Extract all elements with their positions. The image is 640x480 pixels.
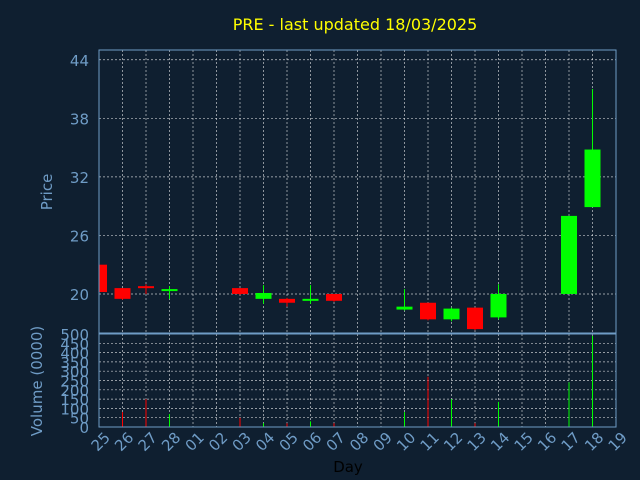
candle-body <box>138 286 154 289</box>
volume-bars <box>122 335 593 427</box>
price-panel-frame <box>98 49 617 334</box>
candle-body <box>584 149 601 208</box>
price-tick-label: 38 <box>70 110 89 128</box>
candle-body <box>396 306 413 310</box>
volume-tick-label: 500 <box>60 326 89 344</box>
volume-axis-label: Volume (0000) <box>28 326 46 436</box>
day-tick-labels: 2526272801020304050607080910111213141516… <box>88 429 631 455</box>
volume-tick-label: 50 <box>70 410 89 428</box>
candle-body <box>99 264 107 293</box>
price-tick-label: 20 <box>70 286 89 304</box>
candle-body <box>326 293 342 301</box>
price-tick-labels: 20 26 32 38 44 <box>70 52 89 304</box>
candle-body <box>161 289 178 292</box>
candle-body <box>232 288 248 294</box>
volume-tick-label: 0 <box>79 419 89 437</box>
volume-tick-label: 350 <box>60 354 89 372</box>
price-tick-label: 32 <box>70 169 89 187</box>
day-axis-label: Day <box>333 458 363 476</box>
volume-tick-label: 250 <box>60 373 89 391</box>
volume-tick-label: 150 <box>60 391 89 409</box>
volume-tick-label: 200 <box>60 382 89 400</box>
candle-body <box>420 302 436 320</box>
candle-body <box>255 292 272 299</box>
price-axis-label: Price <box>38 174 56 211</box>
candle-body <box>302 298 319 301</box>
candle-body <box>561 215 577 294</box>
volume-tick-label: 100 <box>60 400 89 418</box>
candle-body <box>279 298 295 303</box>
price-tick-label: 26 <box>70 227 89 245</box>
candle-body <box>443 308 460 320</box>
price-tick-label: 44 <box>70 52 89 70</box>
volume-panel-frame <box>98 333 617 428</box>
chart-title: PRE - last updated 18/03/2025 <box>233 15 478 34</box>
candle-body <box>114 288 131 299</box>
volume-tick-label: 400 <box>60 345 89 363</box>
candles <box>98 89 601 331</box>
volume-tick-label: 450 <box>60 335 89 353</box>
candle-body <box>467 307 483 330</box>
candle-body <box>490 293 507 318</box>
volume-tick-label: 300 <box>60 363 89 381</box>
